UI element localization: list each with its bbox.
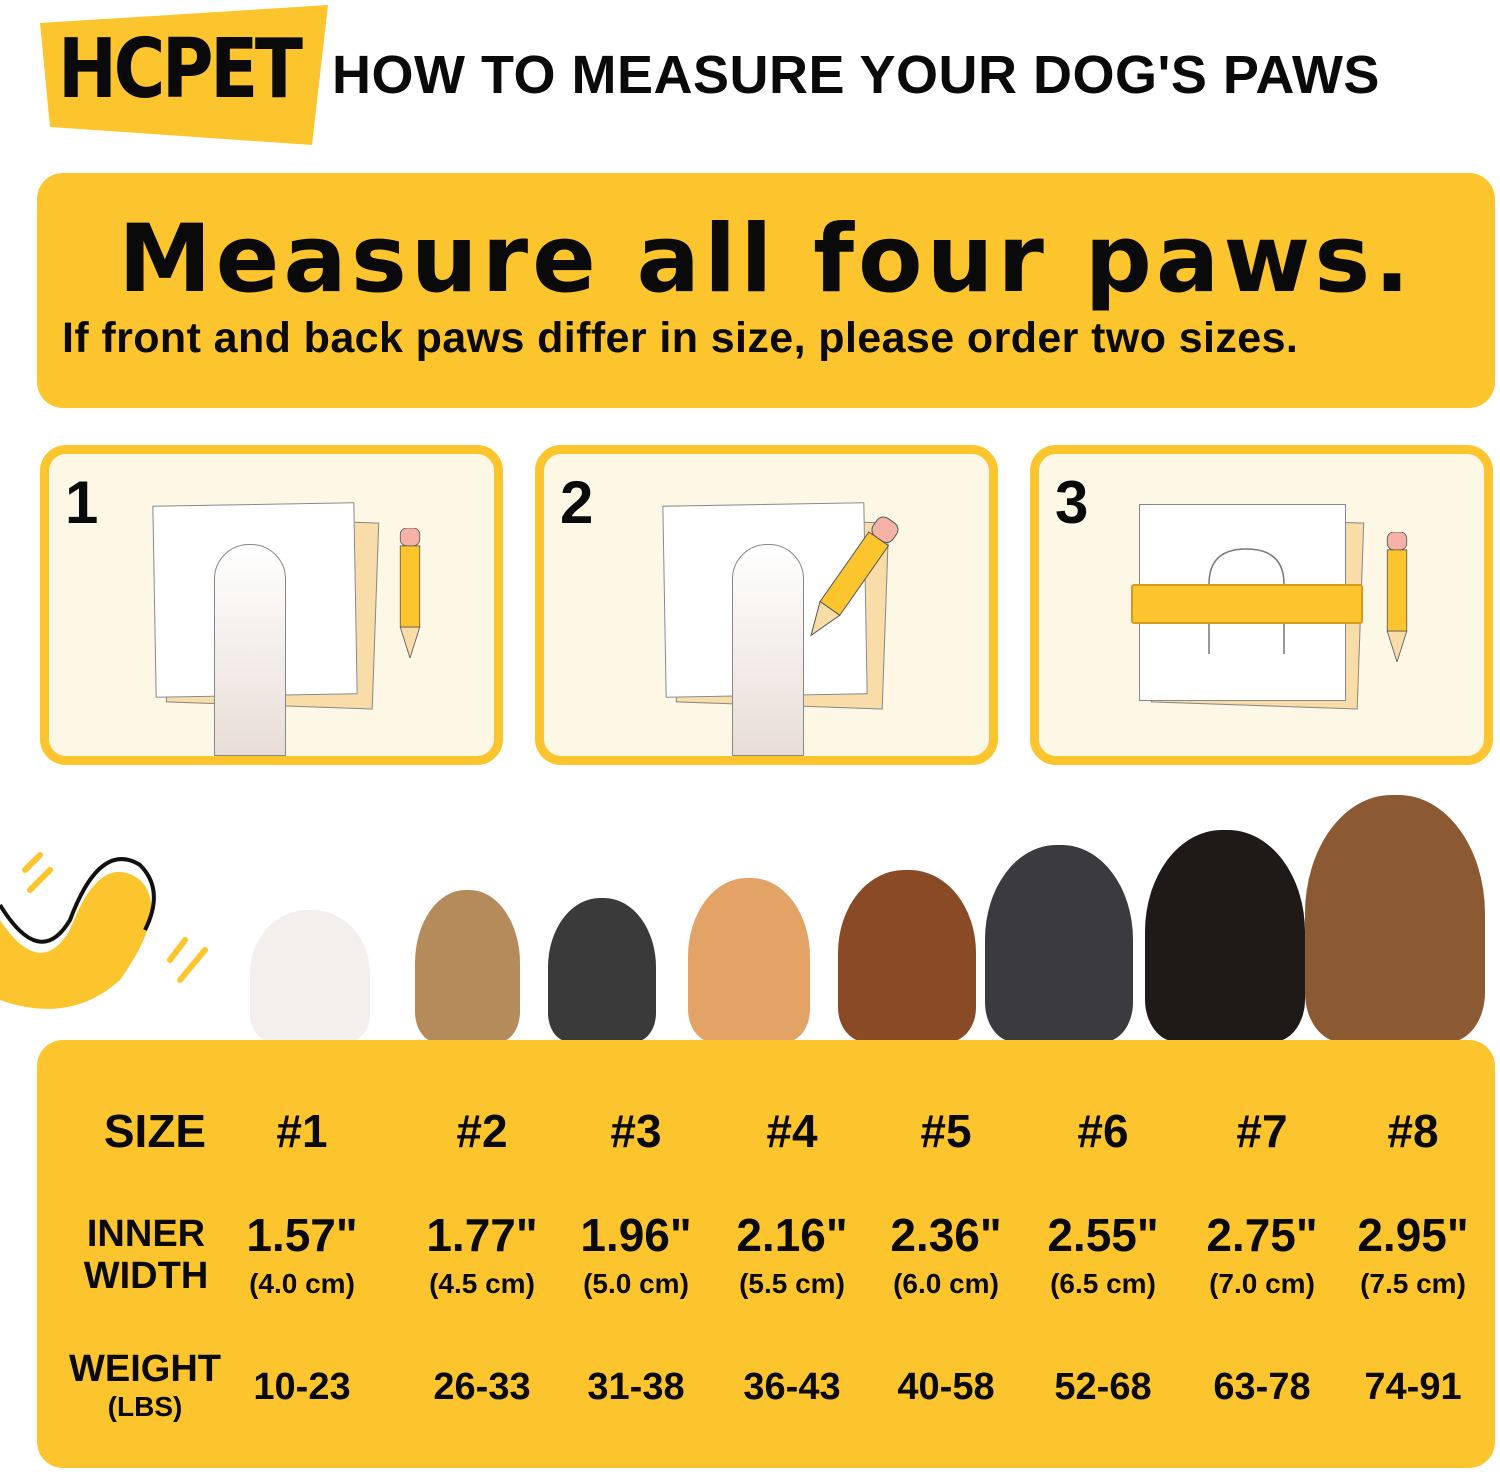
size-chart <box>37 1040 1495 1468</box>
size-8-inch: 2.95" <box>1357 1209 1469 1261</box>
size-4-size: #4 <box>766 1105 818 1157</box>
size-7-cm: (7.0 cm) <box>1209 1268 1315 1299</box>
size-2-inch: 1.77" <box>426 1209 538 1261</box>
size-3-inch: 1.96" <box>580 1209 692 1261</box>
dog-photo-bichon <box>250 910 370 1042</box>
size-6-inch: 2.55" <box>1047 1209 1159 1261</box>
row-label-weight: WEIGHT (LBS) <box>69 1348 221 1423</box>
paw-outline-icon <box>1208 548 1285 654</box>
step-number: 2 <box>560 469 594 536</box>
dog-photo-rottweiler <box>1145 830 1305 1042</box>
size-5-cm: (6.0 cm) <box>893 1268 999 1299</box>
ruler-icon <box>1131 584 1363 624</box>
row-label-inner-width: INNER WIDTH <box>84 1213 209 1297</box>
size-1-weight: 10-23 <box>253 1366 351 1408</box>
step-number: 3 <box>1055 469 1089 536</box>
banner-headline: Measure all four paws. <box>118 205 1414 314</box>
size-5-size: #5 <box>920 1105 972 1157</box>
size-2-size: #2 <box>456 1105 508 1157</box>
step-panel-2: 2 <box>535 445 998 765</box>
size-3-cm: (5.0 cm) <box>583 1268 689 1299</box>
size-3-size: #3 <box>610 1105 662 1157</box>
size-3-weight: 31-38 <box>587 1366 685 1408</box>
row-label-width: WIDTH <box>83 1255 209 1297</box>
step-number: 1 <box>65 469 99 536</box>
instruction-banner <box>37 173 1495 408</box>
size-4-weight: 36-43 <box>743 1366 841 1408</box>
step-panel-1: 1 <box>40 445 503 765</box>
dog-photo-collie <box>838 870 976 1042</box>
size-6-size: #6 <box>1077 1105 1129 1157</box>
dog-photo-schnauzer <box>548 898 656 1042</box>
dog-photo-husky <box>985 845 1133 1042</box>
dog-paw-icon <box>214 544 286 756</box>
step-panel-3: 3 <box>1030 445 1493 765</box>
size-4-inch: 2.16" <box>736 1209 848 1261</box>
size-7-size: #7 <box>1236 1105 1288 1157</box>
size-1-inch: 1.57" <box>246 1209 358 1261</box>
pencil-icon <box>810 516 899 637</box>
pencil-icon <box>1386 532 1408 662</box>
banner-subline: If front and back paws differ in size, p… <box>62 314 1299 362</box>
size-2-weight: 26-33 <box>433 1366 531 1408</box>
brand-logo: HCPET <box>58 22 303 117</box>
row-label-weight-text: WEIGHT <box>69 1348 221 1390</box>
size-8-weight: 74-91 <box>1364 1366 1462 1408</box>
dog-paw-icon <box>732 544 804 756</box>
size-2-cm: (4.5 cm) <box>429 1268 535 1299</box>
dog-photo-saint-bernard <box>1305 795 1485 1042</box>
size-7-inch: 2.75" <box>1206 1209 1318 1261</box>
size-8-cm: (7.5 cm) <box>1360 1268 1466 1299</box>
pencil-icon <box>399 528 421 658</box>
row-label-inner: INNER <box>86 1213 206 1255</box>
size-5-weight: 40-58 <box>897 1366 995 1408</box>
dog-photo-yorkie <box>415 890 520 1042</box>
brand-logo-badge <box>40 5 328 145</box>
size-6-weight: 52-68 <box>1054 1366 1152 1408</box>
size-6-cm: (6.5 cm) <box>1050 1268 1156 1299</box>
size-4-cm: (5.5 cm) <box>739 1268 845 1299</box>
size-5-inch: 2.36" <box>890 1209 1002 1261</box>
size-7-weight: 63-78 <box>1213 1366 1311 1408</box>
row-label-weight-unit: (LBS) <box>107 1391 183 1422</box>
dog-photo-shiba <box>688 878 810 1042</box>
size-1-size: #1 <box>276 1105 328 1157</box>
swoosh-decoration-icon <box>0 852 208 1009</box>
size-8-size: #8 <box>1387 1105 1439 1157</box>
row-label-size: SIZE <box>103 1105 207 1157</box>
size-1-cm: (4.0 cm) <box>249 1268 355 1299</box>
page-title: HOW TO MEASURE YOUR DOG'S PAWS <box>332 45 1380 105</box>
